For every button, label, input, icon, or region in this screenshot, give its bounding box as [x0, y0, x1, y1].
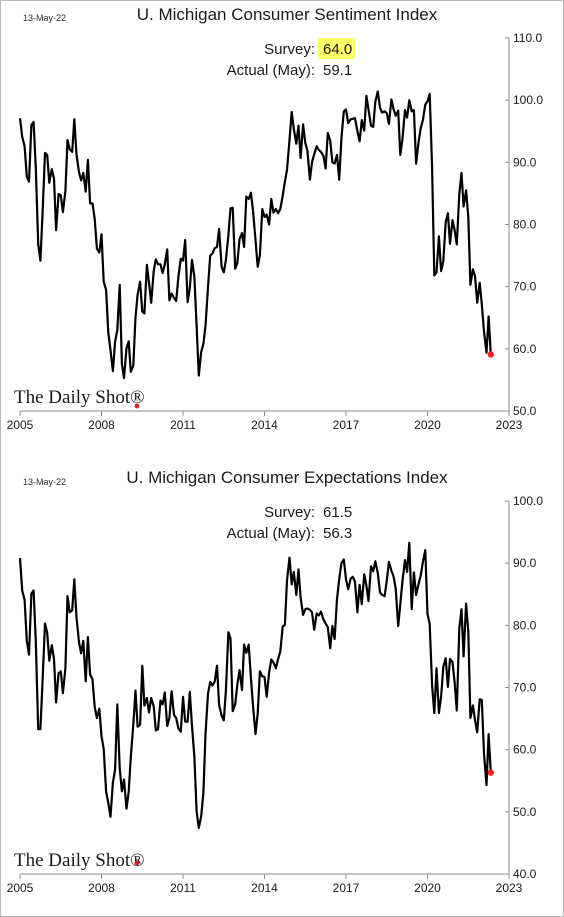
series-line — [18, 541, 492, 830]
x-tick-label: 2008 — [88, 418, 115, 432]
x-tick-label: 2023 — [496, 881, 523, 895]
x-tick-label: 2017 — [333, 881, 360, 895]
y-tick-label: 110.0 — [513, 31, 542, 45]
x-tick-label: 2005 — [7, 881, 34, 895]
y-tick-label: 80.0 — [513, 218, 537, 232]
y-tick-label: 50.0 — [513, 404, 537, 418]
x-tick-label: 2023 — [496, 418, 523, 432]
expectations-chart-panel: 13-May-22 U. Michigan Consumer Expectati… — [1, 459, 563, 915]
actual-value: 56.3 — [323, 525, 352, 542]
x-tick-label: 2014 — [251, 881, 278, 895]
y-tick-label: 70.0 — [513, 681, 537, 695]
series-line — [18, 90, 492, 380]
x-tick-label: 2017 — [333, 418, 360, 432]
latest-point-marker — [487, 769, 494, 776]
chart-date-label: 13-May-22 — [23, 13, 66, 23]
y-tick-label: 100.0 — [513, 494, 543, 508]
x-tick-label: 2020 — [414, 418, 441, 432]
expectations-chart-svg: 13-May-22 U. Michigan Consumer Expectati… — [7, 468, 544, 895]
actual-value: 59.1 — [323, 62, 352, 79]
actual-label: Actual (May): — [227, 525, 315, 542]
x-tick-label: 2005 — [7, 418, 34, 432]
y-tick-label: 60.0 — [513, 342, 537, 356]
y-tick-label: 50.0 — [513, 805, 537, 819]
x-tick-label: 2014 — [251, 418, 278, 432]
survey-label: Survey: — [264, 41, 315, 58]
brand-logo: The Daily Shot® — [14, 850, 145, 871]
y-tick-label: 100.0 — [513, 93, 543, 107]
chart-title: U. Michigan Consumer Expectations Index — [126, 468, 448, 487]
survey-value: 61.5 — [323, 504, 352, 521]
sentiment-chart-panel: 13-May-22 U. Michigan Consumer Sentiment… — [1, 1, 563, 457]
brand-dot — [134, 403, 140, 409]
sentiment-chart-svg: 13-May-22 U. Michigan Consumer Sentiment… — [7, 5, 544, 432]
x-tick-label: 2011 — [170, 418, 196, 432]
x-tick-label: 2008 — [88, 881, 115, 895]
brand-dot — [134, 860, 140, 866]
y-tick-label: 80.0 — [513, 618, 537, 632]
latest-point-marker — [487, 351, 494, 358]
panel-divider — [1, 457, 563, 459]
brand-text: The Daily Shot® — [14, 850, 145, 871]
actual-label: Actual (May): — [227, 62, 315, 79]
x-tick-label: 2011 — [170, 881, 196, 895]
y-tick-label: 90.0 — [513, 556, 537, 570]
y-tick-label: 90.0 — [513, 155, 537, 169]
y-tick-label: 70.0 — [513, 280, 537, 294]
y-tick-label: 40.0 — [513, 867, 537, 881]
survey-highlight-box — [318, 38, 355, 59]
brand-text: The Daily Shot® — [14, 387, 145, 408]
y-tick-label: 60.0 — [513, 743, 537, 757]
brand-logo: The Daily Shot® — [14, 387, 145, 409]
survey-value: 64.0 — [323, 41, 352, 58]
survey-label: Survey: — [264, 504, 315, 521]
chart-title: U. Michigan Consumer Sentiment Index — [137, 5, 438, 24]
x-tick-label: 2020 — [414, 881, 441, 895]
chart-date-label: 13-May-22 — [23, 477, 66, 487]
